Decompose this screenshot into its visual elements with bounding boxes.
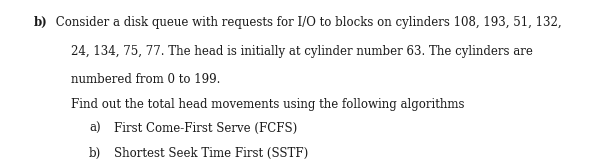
Text: numbered from 0 to 199.: numbered from 0 to 199. — [71, 73, 220, 86]
Text: Shortest Seek Time First (SSTF): Shortest Seek Time First (SSTF) — [114, 147, 308, 160]
Text: Find out the total head movements using the following algorithms: Find out the total head movements using … — [71, 98, 464, 111]
Text: b): b) — [89, 147, 101, 160]
Text: First Come-First Serve (FCFS): First Come-First Serve (FCFS) — [114, 122, 297, 135]
Text: b): b) — [34, 16, 47, 29]
Text: 24, 134, 75, 77. The head is initially at cylinder number 63. The cylinders are: 24, 134, 75, 77. The head is initially a… — [71, 45, 532, 58]
Text: a): a) — [89, 122, 101, 135]
Text: Consider a disk queue with requests for I/O to blocks on cylinders 108, 193, 51,: Consider a disk queue with requests for … — [52, 16, 562, 29]
